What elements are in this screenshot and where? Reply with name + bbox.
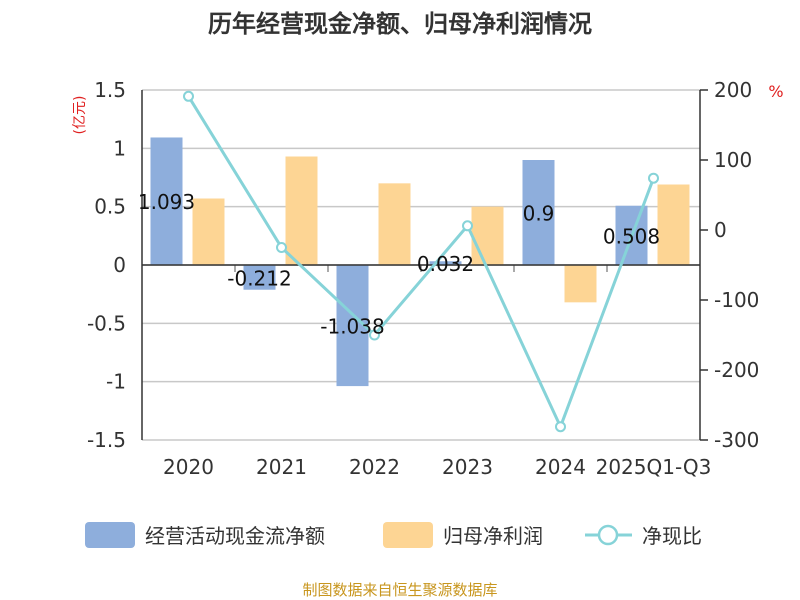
x-tick-label: 2021	[256, 455, 307, 479]
bar-cashflow	[150, 137, 183, 265]
bar-cashflow	[522, 160, 555, 265]
bar-profit	[192, 198, 225, 265]
right-tick-label: 100	[714, 148, 752, 172]
ratio-line	[183, 90, 659, 433]
cashflow-value-label: 0.032	[417, 252, 474, 276]
legend-label-profit: 归母净利润	[443, 524, 543, 548]
right-tick-label: 200	[714, 78, 752, 102]
right-tick-label: 0	[714, 218, 727, 242]
bar-profit	[471, 206, 504, 265]
left-tick-label: 0	[113, 253, 126, 277]
ratio-polyline	[187, 95, 655, 431]
cashflow-value-label: 0.9	[523, 202, 555, 226]
legend: 经营活动现金流净额 归母净利润 净现比	[85, 522, 702, 548]
legend-label-cashflow: 经营活动现金流净额	[145, 524, 325, 548]
left-tick-label: 0.5	[94, 195, 126, 219]
tick-labels: 1.510.50-0.5-1-1.52001000-100-200-300202…	[87, 78, 759, 479]
ratio-point	[648, 172, 659, 184]
right-axis-unit: %	[768, 82, 783, 101]
ratio-point	[462, 220, 473, 232]
x-tick-label: 2025Q1-Q3	[596, 455, 712, 479]
x-tick-label: 2020	[163, 455, 214, 479]
bar-profit	[378, 183, 411, 265]
left-tick-label: -0.5	[87, 311, 126, 335]
cashflow-value-label: 0.508	[603, 224, 660, 248]
x-tick-label: 2024	[535, 455, 586, 479]
legend-swatch-profit	[383, 522, 433, 548]
x-tick-label: 2022	[349, 455, 400, 479]
legend-marker-ratio	[597, 524, 619, 546]
ratio-point	[369, 329, 380, 341]
bar-cashflow	[243, 265, 276, 290]
ratio-point	[183, 90, 194, 102]
legend-swatch-cashflow	[85, 522, 135, 548]
bar-profit	[285, 156, 318, 265]
left-axis-unit: (亿元)	[72, 96, 88, 135]
right-tick-label: -300	[714, 428, 759, 452]
cashflow-value-label: -0.212	[227, 266, 291, 290]
bar-cashflow	[429, 261, 462, 265]
chart-title: 历年经营现金净额、归母净利润情况	[208, 10, 592, 38]
legend-label-ratio: 净现比	[642, 524, 702, 548]
bar-profit	[657, 184, 690, 265]
axes	[141, 89, 708, 441]
source-note: 制图数据来自恒生聚源数据库	[302, 581, 497, 599]
bar-profit	[564, 265, 597, 303]
left-tick-label: -1	[106, 370, 126, 394]
cashflow-value-label: 1.093	[138, 190, 195, 214]
ratio-point	[276, 242, 287, 253]
left-tick-label: 1	[113, 136, 126, 160]
left-tick-label: -1.5	[87, 428, 126, 452]
right-tick-label: -100	[714, 288, 759, 312]
x-tick-label: 2023	[442, 455, 493, 479]
cashflow-value-label: -1.038	[320, 315, 384, 339]
ratio-point	[555, 421, 566, 433]
right-tick-label: -200	[714, 358, 759, 382]
left-tick-label: 1.5	[94, 78, 126, 102]
data-labels: 1.093 -0.212 -1.038 0.032 0.9 0.508	[138, 190, 660, 338]
bars	[150, 137, 690, 387]
